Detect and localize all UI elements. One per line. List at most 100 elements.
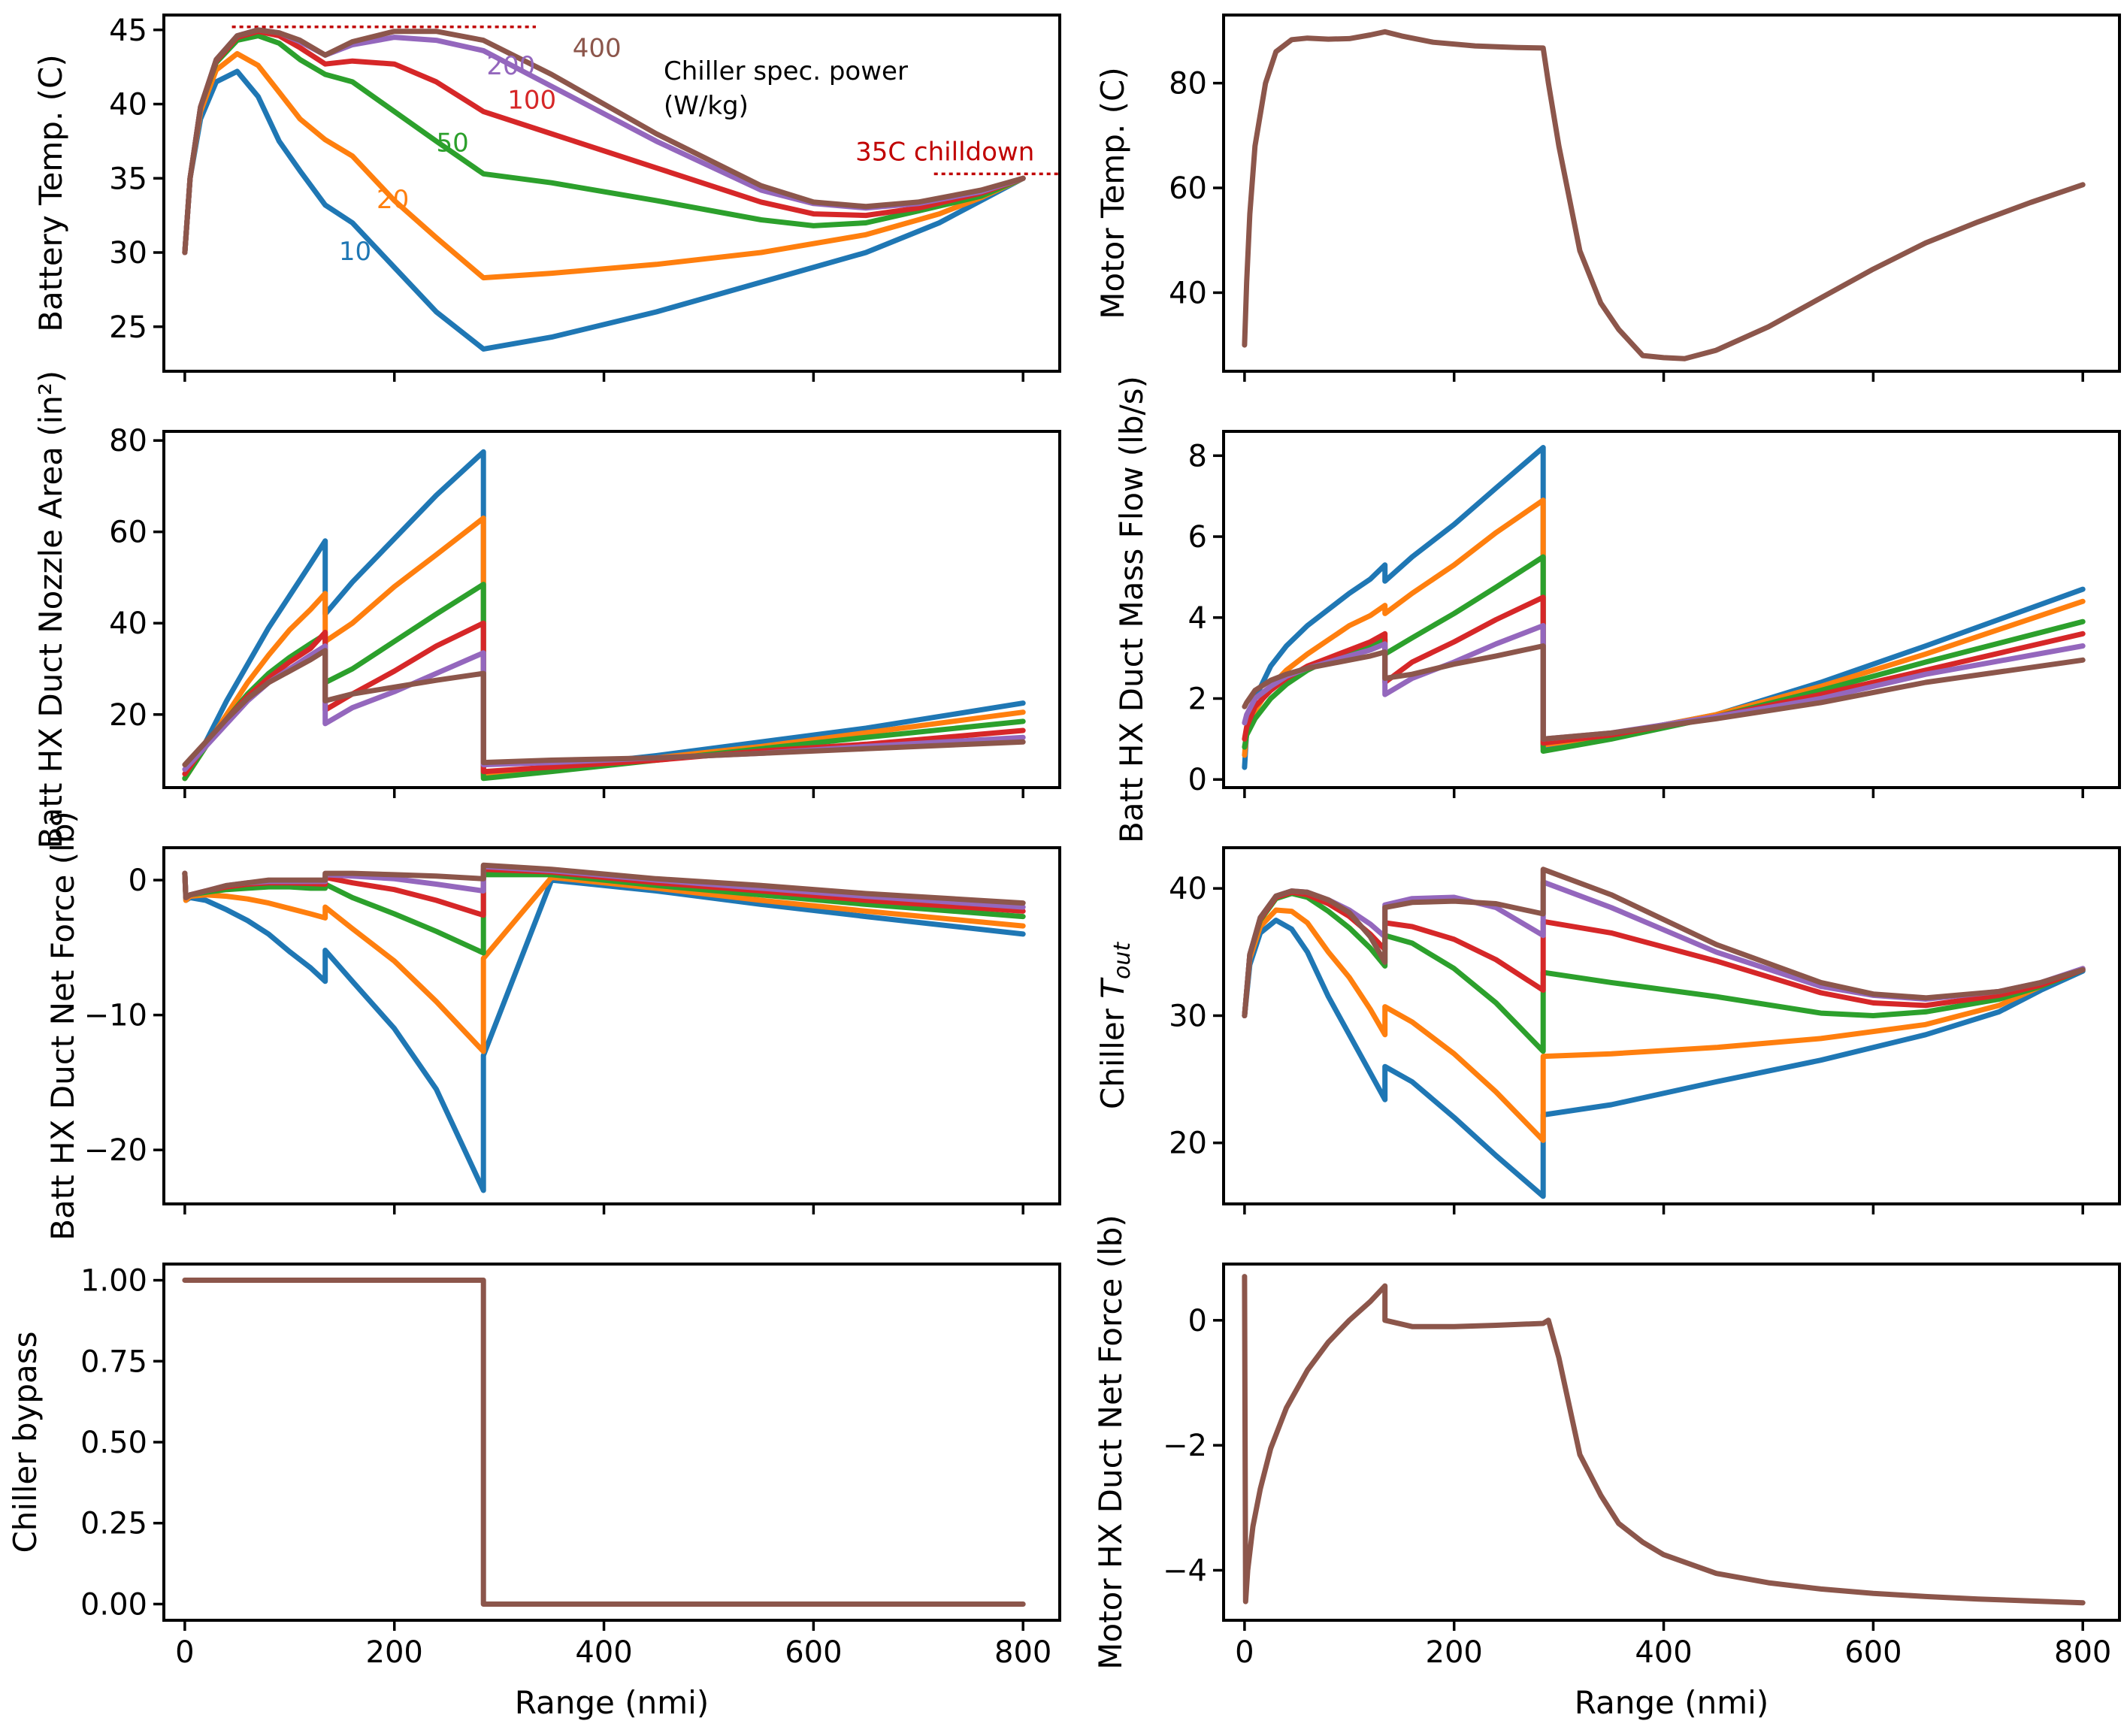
x-tick-label: 200 [366,1635,423,1670]
y-tick-label: 0.00 [80,1587,147,1622]
y-tick-label: 60 [1169,171,1207,206]
y-tick-label: 20 [109,698,147,733]
y-tick-label: 45 [109,14,147,48]
series-line-10 [1242,445,2086,770]
series-line-bypass [182,1278,1026,1607]
series-group [1242,29,2086,361]
y-tick-label: −2 [1163,1429,1207,1463]
series-group [182,1278,1026,1607]
y-tick-label: 30 [1169,999,1207,1033]
series-line-100 [182,620,1026,777]
annotation-label: 50 [436,129,468,159]
series-line-400 [1242,866,2086,1018]
y-tick-label: 6 [1188,520,1207,555]
y-axis-label: Batt HX Duct Mass Flow (lb/s) [1113,376,1150,843]
series-line-20 [1242,907,2086,1143]
legend-title-line: Chiller spec. power [664,56,908,86]
axes-frame [162,846,1061,1205]
y-tick-label: 2 [1188,682,1207,717]
y-tick-label: 25 [109,310,147,345]
series-line-20 [182,50,1026,281]
series-line-400 [1242,643,2086,742]
x-tick-label: 400 [1635,1635,1692,1670]
x-axis-label: Range (nmi) [1575,1684,1768,1721]
panel-chiller-bypass: 0 200 400 600 800 0.00 0.25 0.50 0.75 1.00 Chiller… [7,1263,1061,1721]
y-tick-label: 0 [1188,763,1207,797]
series-line-20 [1242,498,2086,758]
y-tick-label: 40 [1169,276,1207,310]
x-axis-label: Range (nmi) [515,1684,709,1721]
y-tick-label: 80 [1169,67,1207,101]
y-tick-label: 40 [109,88,147,122]
y-tick-label: 1.00 [80,1264,147,1299]
series-line-10 [182,68,1026,352]
legend-title-line: (W/kg) [664,91,749,121]
y-tick-label: −4 [1163,1553,1207,1588]
series-line-400 [182,648,1026,768]
y-tick-label: −20 [84,1133,147,1168]
y-tick-label: 0 [129,863,147,898]
y-tick-label: 8 [1188,439,1207,473]
y-tick-label: −10 [84,999,147,1033]
series-group [182,862,1026,1193]
axes-frame [1222,846,2121,1205]
y-axis-label: Batt HX Duct Net Force (lb) [44,811,81,1241]
x-tick-label: 400 [575,1635,632,1670]
series-group [182,449,1026,782]
x-tick-label: 200 [1426,1635,1483,1670]
series-group [182,27,1026,352]
y-axis-label: Motor HX Duct Net Force (lb) [1092,1214,1129,1669]
axes-frame [1222,430,2121,789]
panel-motor-net-force: 0 200 400 600 800 0 −2 −4 Motor HX Duct Net Forc… [1092,1214,2121,1721]
axes-frame [162,430,1061,789]
y-tick-label: 0 [1188,1304,1207,1338]
series-line-10 [1242,918,2086,1199]
axes-frame [1222,1263,2121,1622]
series-group [1242,1274,2086,1606]
panel-chiller-tout: 20 30 40 Chiller Tout [1094,846,2121,1214]
x-tick-label: 800 [994,1635,1051,1670]
y-axis-label: Chiller bypass [7,1331,44,1553]
y-tick-label: 20 [1169,1127,1207,1161]
annotation-label: 200 [486,51,535,81]
y-tick-label: 80 [109,424,147,458]
series-line-400 [182,27,1026,256]
x-tick-label: 0 [1235,1635,1254,1670]
series-group [1242,866,2086,1199]
x-tick-label: 600 [1844,1635,1902,1670]
panel-batt-mass-flow: 0 2 4 6 8 Batt HX Duct Mass Flow (lb/s) [1113,376,2121,843]
x-tick-label: 800 [2054,1635,2111,1670]
series-line-motor [1242,29,2086,361]
series-line-20 [182,870,1026,1054]
y-tick-label: 0.75 [80,1344,147,1379]
panel-batt-nozzle-area: 20 40 60 80 Batt HX Duct Nozzle Area (in²) [32,370,1061,848]
annotation-label: 400 [573,33,622,63]
y-tick-label: 0.50 [80,1426,147,1460]
axes-frame [1222,14,2121,373]
y-tick-label: 35 [109,162,147,196]
annotation-label: 10 [339,237,371,267]
y-tick-label: 60 [109,516,147,550]
series-group [1242,445,2086,770]
axes-frame [162,14,1061,373]
y-axis-label: Batt HX Duct Nozzle Area (in²) [32,370,69,848]
y-tick-label: 0.25 [80,1507,147,1541]
x-tick-label: 600 [785,1635,842,1670]
y-axis-label: Chiller Tout [1094,942,1136,1109]
annotation-label: 100 [507,85,556,115]
series-line-motor-force [1242,1274,2086,1606]
y-axis-label: Motor Temp. (C) [1094,67,1131,319]
x-tick-label: 0 [175,1635,194,1670]
y-tick-label: 40 [1169,872,1207,906]
annotation-label: 35C chilldown [855,138,1034,168]
series-line-200 [182,643,1026,773]
y-tick-label: 40 [109,606,147,641]
panel-battery-temp: 25 30 35 40 45 Battery Temp. (C) Chiller spec.… [32,14,1061,382]
series-line-10 [182,870,1026,1193]
axes-frame [162,1263,1061,1622]
y-tick-label: 4 [1188,601,1207,636]
series-line-400 [182,862,1026,906]
panel-motor-temp: 40 60 80 Motor Temp. (C) [1094,14,2121,382]
